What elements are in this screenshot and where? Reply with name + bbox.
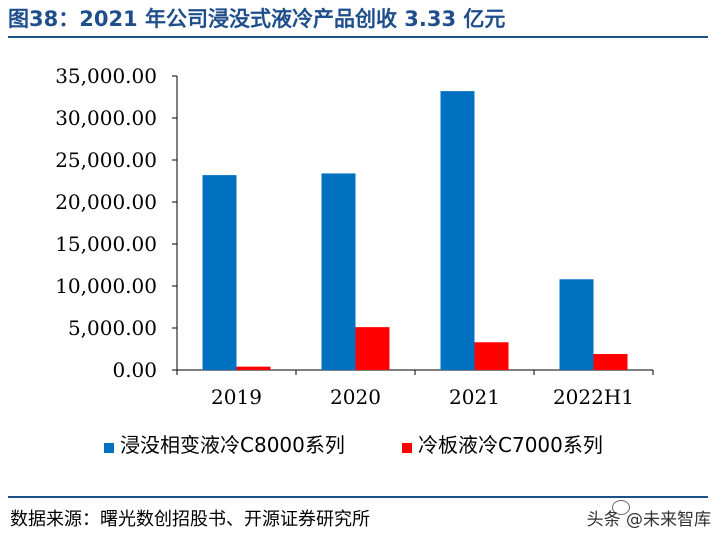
x-tick-label: 2022H1 <box>553 385 634 409</box>
bar-c7000-2020 <box>355 327 390 370</box>
y-tick-label: 15,000.00 <box>55 232 157 256</box>
source-divider <box>8 496 708 498</box>
y-tick-label: 25,000.00 <box>55 148 157 172</box>
y-tick-label: 0.00 <box>112 358 157 382</box>
legend-c8000-swatch <box>104 443 114 453</box>
y-tick-label: 20,000.00 <box>55 190 157 214</box>
y-tick-label: 35,000.00 <box>55 64 157 88</box>
title-divider <box>8 36 708 38</box>
x-tick-label: 2021 <box>449 385 500 409</box>
bar-c8000-2022h1 <box>559 279 594 370</box>
legend-c7000-swatch <box>402 443 412 453</box>
y-tick-label: 10,000.00 <box>55 274 157 298</box>
legend-c8000-label: 浸没相变液冷C8000系列 <box>120 433 345 457</box>
y-tick-label: 30,000.00 <box>55 106 157 130</box>
bar-c7000-2021 <box>474 342 509 370</box>
figure-title: 图38：2021 年公司浸没式液冷产品创收 3.33 亿元 <box>8 7 506 31</box>
bar-c7000-2022h1 <box>593 354 628 370</box>
bar-c8000-2020 <box>321 173 356 370</box>
x-tick-label: 2020 <box>330 385 381 409</box>
x-tick-label: 2019 <box>211 385 262 409</box>
bar-c8000-2019 <box>202 175 237 370</box>
watermark: 头条 @未来智库 <box>586 510 711 530</box>
bar-c8000-2021 <box>440 91 475 371</box>
y-tick-label: 5,000.00 <box>68 316 157 340</box>
legend-c7000-label: 冷板液冷C7000系列 <box>418 433 603 457</box>
bar-c7000-2019 <box>236 366 271 370</box>
source-note: 数据来源：曙光数创招股书、开源证券研究所 <box>10 509 370 530</box>
wechat-logo-icon <box>612 500 630 515</box>
